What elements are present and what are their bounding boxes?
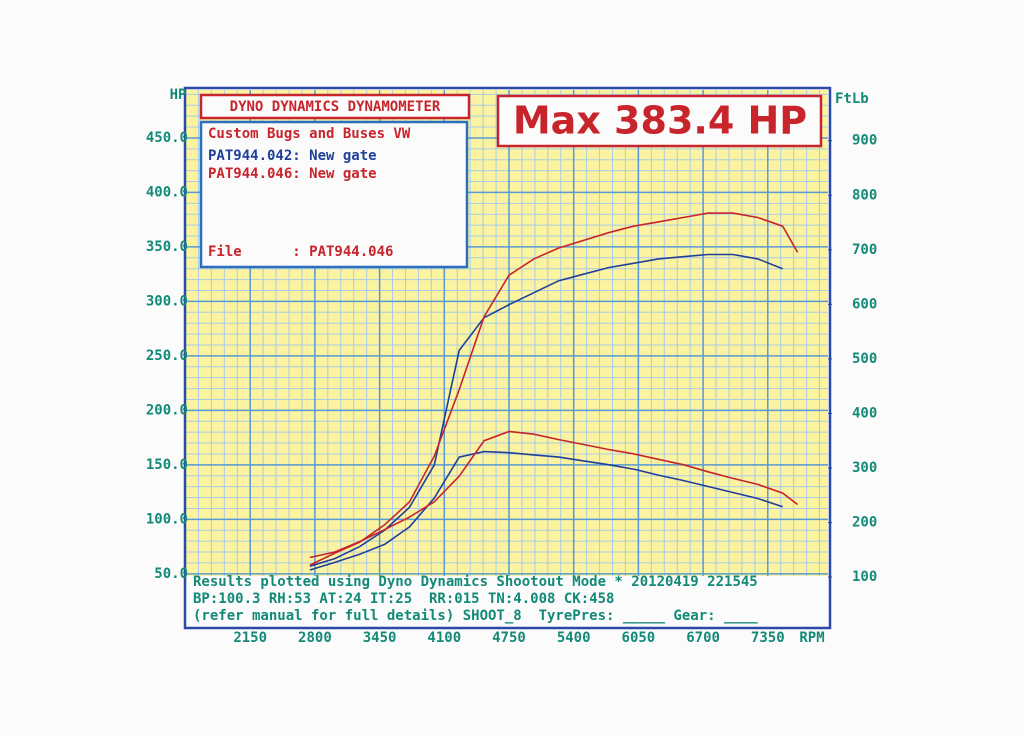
y-tick-label: 200.0 xyxy=(146,402,188,418)
footer-line: Results plotted using Dyno Dynamics Shoo… xyxy=(193,574,758,590)
y-tick-label: 400.0 xyxy=(146,184,188,200)
x-tick-label: 5400 xyxy=(557,630,591,646)
curves xyxy=(309,212,799,571)
x-tick-label: 4100 xyxy=(427,630,461,646)
legend-entry: PAT944.046: New gate xyxy=(208,166,377,182)
frame xyxy=(183,86,832,630)
power-curve xyxy=(309,212,799,566)
y-tick-label: 450.0 xyxy=(146,130,188,146)
info-box xyxy=(199,120,469,269)
x-tick-label: 2800 xyxy=(298,630,332,646)
x-tick-label: 7350 xyxy=(751,630,785,646)
x-tick-label: 3450 xyxy=(363,630,397,646)
y2-tick-label: 700 xyxy=(852,242,877,258)
y-tick-label: 50.0 xyxy=(154,566,188,582)
x-tick-label: 4750 xyxy=(492,630,526,646)
y2-tick-label: 200 xyxy=(852,515,877,531)
y2-tick-label: 100 xyxy=(852,569,877,585)
x-tick-label: 6050 xyxy=(622,630,656,646)
legend-entry: PAT944.042: New gate xyxy=(208,148,377,164)
power-curve xyxy=(309,253,783,567)
footer-line: BP:100.3 RH:53 AT:24 IT:25 RR:015 TN:4.0… xyxy=(193,591,614,607)
torque-curve xyxy=(309,430,799,559)
torque-curve xyxy=(309,450,783,571)
customer: Custom Bugs and Buses VW xyxy=(208,126,411,142)
max-box xyxy=(496,94,823,148)
y-axis-label: HP xyxy=(170,87,187,103)
x-tick-label: 6700 xyxy=(686,630,720,646)
y2-tick-label: 600 xyxy=(852,296,877,312)
file-name: File : PAT944.046 xyxy=(208,244,393,260)
y2-tick-label: 800 xyxy=(852,187,877,203)
x-axis-label: RPM xyxy=(799,630,824,646)
y-tick-label: 300.0 xyxy=(146,293,188,309)
title-box xyxy=(199,93,471,120)
y-tick-label: 250.0 xyxy=(146,348,188,364)
y2-tick-label: 400 xyxy=(852,405,877,421)
footer-area xyxy=(186,576,828,628)
y2-tick-label: 500 xyxy=(852,351,877,367)
footer-line: (refer manual for full details) SHOOT_8 … xyxy=(193,608,758,624)
chart-title: DYNO DYNAMICS DYNAMOMETER xyxy=(230,99,441,115)
y2-tick-label: 300 xyxy=(852,460,877,476)
max-power: Max 383.4 HP xyxy=(513,99,807,143)
y-tick-label: 350.0 xyxy=(146,239,188,255)
y2-tick-label: 900 xyxy=(852,133,877,149)
y-tick-label: 100.0 xyxy=(146,511,188,527)
y-tick-label: 150.0 xyxy=(146,457,188,473)
x-tick-label: 2150 xyxy=(233,630,267,646)
y2-axis-label: FtLb xyxy=(835,91,869,107)
